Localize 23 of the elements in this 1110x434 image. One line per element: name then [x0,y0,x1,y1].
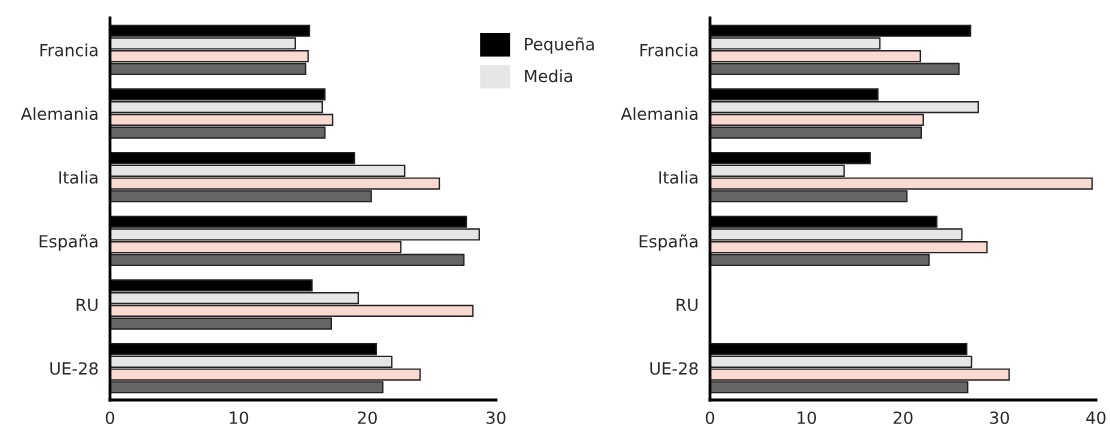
x-tick-label: 30 [486,411,506,425]
x-tick-label: 30 [990,411,1009,425]
x-tick-label: 10 [229,411,249,425]
x-tick-label: 0 [705,411,715,425]
y-tick-label: Alemania [20,107,98,121]
x-tick-label: 40 [1086,411,1106,425]
y-tick-label: Alemania [620,107,698,121]
x-tick-label: 20 [357,411,377,425]
y-tick-label: Francia [40,43,98,57]
y-tick-label: Italia [59,170,98,184]
legend-label: Media [525,69,572,83]
legend-label: Pequeña [525,37,594,54]
x-tick-label: 0 [105,411,115,425]
y-tick-label: RU [676,298,698,312]
y-tick-label: España [39,234,98,251]
y-tick-label: España [639,234,698,251]
x-tick-label: 10 [797,411,816,425]
y-tick-label: RU [76,298,98,312]
y-tick-label: Francia [640,43,698,57]
y-tick-label: UE-28 [50,362,98,375]
y-tick-label: Italia [659,170,698,184]
y-tick-label: UE-28 [650,362,698,375]
x-tick-label: 20 [893,411,913,425]
